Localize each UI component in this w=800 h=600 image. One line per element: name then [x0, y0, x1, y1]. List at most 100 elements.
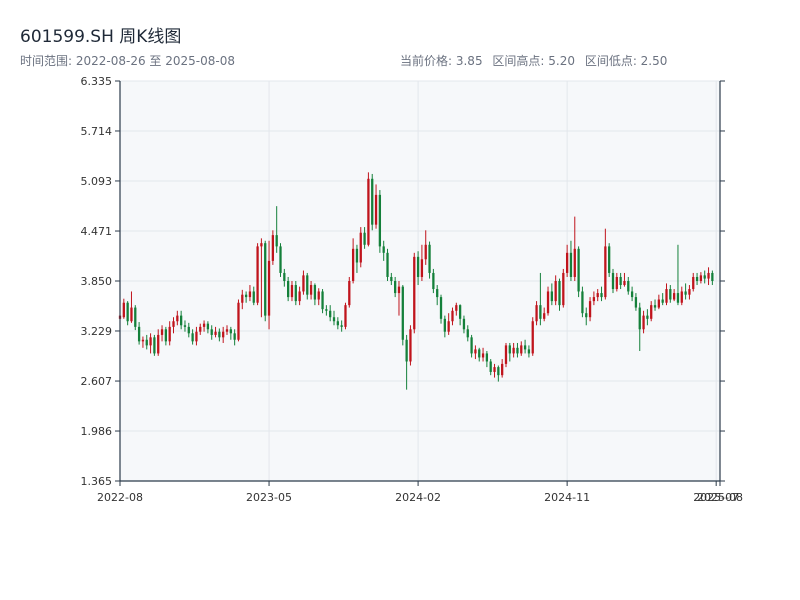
y-tick-label: 3.229	[81, 325, 113, 338]
candle	[588, 297, 592, 322]
candle	[562, 268, 565, 308]
candle	[244, 291, 248, 303]
candle	[256, 243, 259, 306]
candle-body	[451, 310, 454, 322]
candle	[703, 270, 706, 284]
y-tick-label: 5.093	[81, 175, 113, 188]
candle-body	[122, 302, 125, 318]
range-low-label: 区间低点: 2.50	[584, 54, 668, 68]
candle	[374, 184, 378, 229]
axes: 6.335 5.714 5.093 4.471 3.850 3.229 2.607 1.986…	[81, 75, 743, 504]
candle	[684, 283, 687, 300]
candle-body	[336, 321, 339, 326]
candle-body	[340, 325, 343, 327]
candle	[539, 272, 542, 326]
candle	[348, 276, 351, 308]
candle-body	[466, 329, 469, 338]
candle	[657, 294, 660, 310]
y-tick-label: 6.335	[81, 75, 113, 88]
candle	[317, 288, 320, 306]
candle	[642, 310, 645, 334]
candle-body	[222, 331, 225, 338]
candle	[390, 272, 393, 286]
candle	[275, 206, 278, 253]
candle	[695, 272, 699, 286]
candle	[313, 283, 317, 306]
candle	[122, 298, 125, 319]
candle-body	[650, 305, 653, 319]
candle-body	[447, 321, 450, 332]
candle	[692, 272, 695, 292]
candle	[298, 286, 301, 306]
y-tick-label: 1.986	[81, 425, 113, 438]
candle	[554, 275, 557, 306]
candle	[451, 307, 454, 326]
candle	[321, 289, 324, 314]
candle	[130, 291, 133, 323]
candle-body	[458, 305, 462, 319]
candle-body	[206, 323, 210, 330]
candle-body	[279, 246, 282, 273]
candle-body	[485, 353, 489, 362]
candle	[592, 291, 596, 306]
candle-body	[455, 305, 458, 311]
candle-body	[287, 281, 290, 298]
candle-body	[302, 275, 305, 292]
candle	[504, 342, 508, 368]
candle	[306, 272, 309, 300]
candle	[608, 243, 611, 277]
candle	[164, 326, 168, 346]
candle	[271, 230, 275, 265]
candle-body	[229, 329, 232, 334]
candle	[711, 270, 714, 286]
candle-body	[523, 345, 527, 350]
candle	[523, 339, 527, 354]
candle	[126, 301, 129, 326]
candle-body	[145, 339, 148, 346]
candle-body	[241, 294, 244, 303]
candle-body	[172, 321, 175, 327]
candle-body	[520, 345, 523, 354]
candle-body	[218, 331, 221, 338]
candle-body	[210, 329, 213, 335]
candle	[653, 299, 657, 311]
candle	[168, 321, 171, 346]
candle-body	[623, 281, 626, 286]
candle-body	[321, 291, 324, 310]
candle	[225, 325, 229, 335]
candle-body	[409, 329, 412, 362]
candle	[157, 329, 160, 356]
candle	[543, 307, 546, 322]
candle-body	[493, 367, 496, 372]
candle-body	[191, 333, 194, 342]
price-stats: 当前价格: 3.85 区间高点: 5.20 区间低点: 2.50	[400, 52, 667, 69]
candle-body	[157, 334, 160, 354]
candle-body	[149, 337, 152, 346]
candle-body	[604, 246, 607, 298]
candle-body	[126, 302, 129, 322]
candle	[237, 299, 240, 342]
candle-body	[711, 272, 714, 281]
candle-body	[703, 275, 706, 279]
candle	[447, 313, 450, 335]
candle-body	[405, 339, 408, 362]
candle-body	[397, 286, 401, 294]
candle-body	[183, 325, 187, 327]
y-tick-label: 1.365	[81, 475, 113, 488]
candle-body	[306, 275, 309, 295]
candle	[397, 281, 401, 316]
candle-body	[692, 276, 695, 290]
candle-body	[462, 318, 466, 330]
candle-body	[581, 291, 584, 314]
candle-body	[267, 260, 271, 316]
candle-body	[665, 289, 668, 303]
candle	[202, 320, 206, 332]
candle-body	[344, 305, 347, 327]
candle-body	[130, 307, 133, 322]
candle-body	[256, 246, 259, 303]
candle-body	[562, 272, 565, 306]
candle	[160, 325, 164, 342]
candle	[501, 359, 504, 378]
candle-body	[153, 337, 156, 354]
candle	[493, 363, 496, 378]
